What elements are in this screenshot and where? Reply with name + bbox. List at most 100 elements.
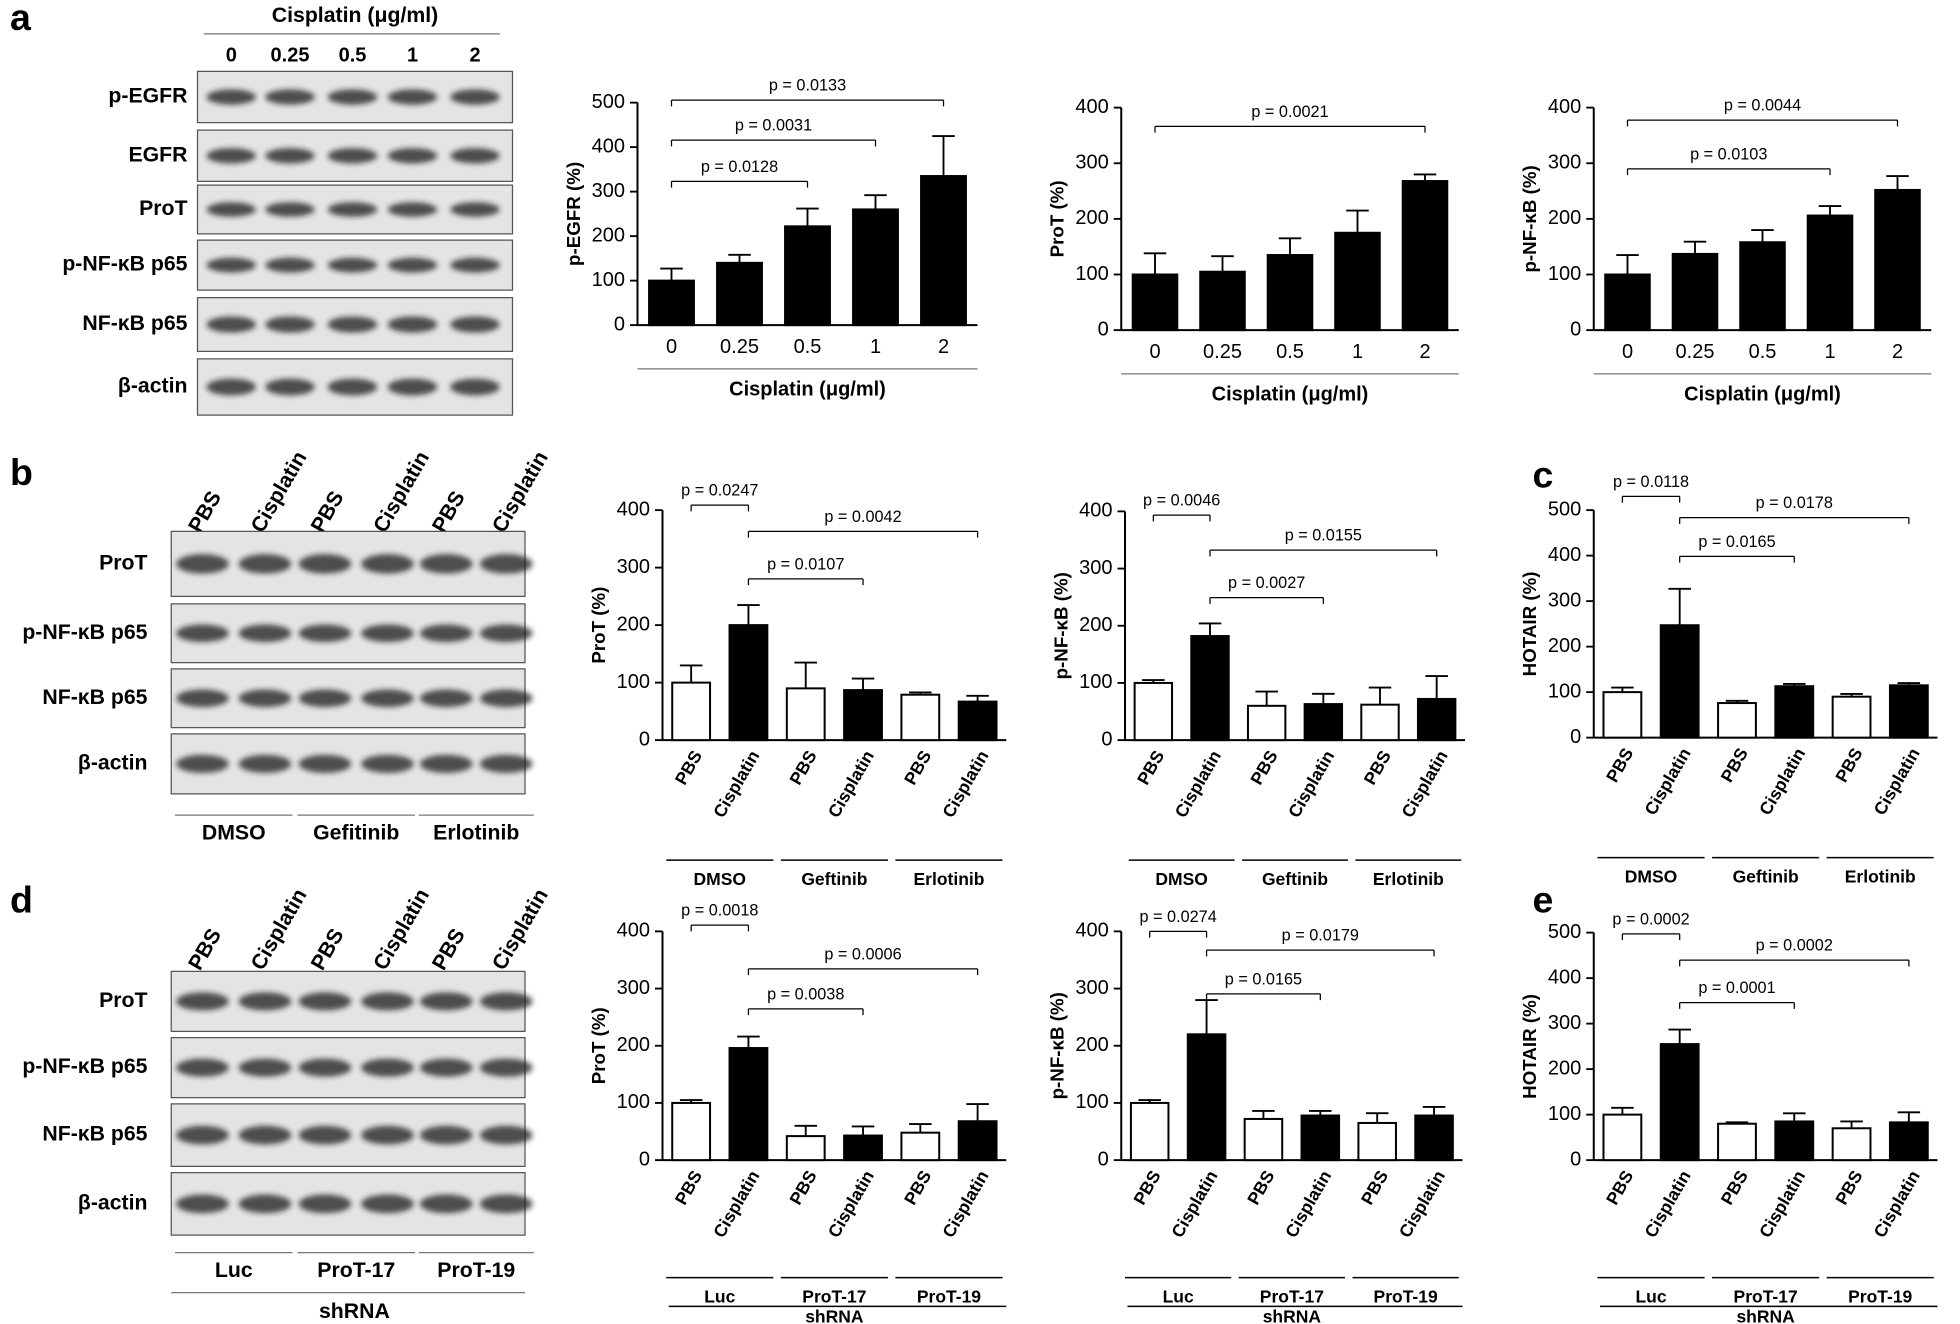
blot-band (298, 554, 352, 574)
blot-band (176, 1194, 229, 1214)
bar (1190, 635, 1230, 742)
bar (1774, 685, 1815, 739)
blot-band (206, 89, 256, 105)
group-label: Geftinib (1733, 866, 1799, 886)
y-tick-label: 0 (639, 1148, 650, 1170)
p-value: p = 0.0018 (681, 902, 758, 920)
x-tick-label: Cisplatin (1397, 747, 1451, 821)
x-tick-label: PBS (671, 747, 706, 788)
bar (1604, 273, 1651, 332)
blot-band (176, 554, 229, 574)
bar (1186, 1033, 1227, 1162)
x-tick-label: Cisplatin (1755, 1167, 1809, 1241)
x-tick-label: PBS (1133, 747, 1168, 788)
x-tick-label: PBS (1243, 1167, 1278, 1208)
x-tick-label: PBS (785, 747, 820, 788)
panel-letter: d (10, 879, 33, 921)
x-tick-label: Cisplatin (1755, 744, 1809, 818)
p-value: p = 0.0038 (767, 985, 844, 1003)
x-tick-label: Cisplatin (1640, 744, 1694, 818)
y-tick-label: 200 (1075, 207, 1108, 229)
p-value: p = 0.0103 (1690, 145, 1767, 163)
y-tick-label: 0 (1570, 726, 1581, 748)
lane-label: 0 (226, 45, 237, 67)
blot-row-label: ProT (139, 196, 187, 220)
x-tick-label: Cisplatin (1395, 1167, 1449, 1241)
blot-band (420, 1125, 473, 1145)
blot-row-label: NF-κB p65 (42, 685, 147, 709)
y-tick-label: 500 (1548, 498, 1581, 520)
x-tick-label: Cisplatin (938, 747, 992, 821)
panel-letter: e (1533, 879, 1554, 921)
y-tick-label: 300 (1548, 152, 1581, 174)
bar (671, 681, 712, 742)
bar (1659, 624, 1700, 739)
blot-band (387, 202, 438, 217)
bar (1357, 1121, 1397, 1162)
x-tick-label: 0.5 (794, 336, 822, 358)
y-tick-label: 100 (1075, 263, 1108, 285)
bar (957, 700, 998, 742)
bar (784, 225, 831, 327)
p-value: p = 0.0247 (681, 482, 758, 500)
y-tick-label: 300 (592, 180, 625, 202)
y-tick-label: 100 (1548, 1103, 1581, 1125)
y-axis-label: p-EGFR (%) (563, 162, 584, 266)
x-tick-label: PBS (1831, 744, 1866, 785)
blot-row-label: NF-κB p65 (82, 311, 187, 335)
group-label: DMSO (1155, 869, 1208, 889)
blot-row-label: p-EGFR (108, 84, 187, 108)
blot-band (298, 1194, 352, 1214)
blot-band (480, 754, 533, 773)
p-value: p = 0.0044 (1724, 97, 1801, 115)
y-tick-label: 300 (1548, 1012, 1581, 1034)
p-value: p = 0.0274 (1139, 908, 1216, 926)
y-tick-label: 400 (1075, 920, 1108, 942)
blot-band (387, 378, 438, 396)
blot-band (238, 1125, 292, 1145)
group-label: Luc (215, 1258, 253, 1282)
blot-band (387, 257, 438, 273)
bar (1133, 681, 1174, 742)
x-tick-label: PBS (1602, 1167, 1637, 1208)
blot-band (265, 148, 315, 164)
y-tick-label: 400 (1079, 500, 1112, 522)
bar (1831, 1127, 1872, 1162)
p-value: p = 0.0002 (1756, 937, 1833, 955)
blot-band (361, 1058, 414, 1077)
group-label: Luc (704, 1286, 735, 1306)
y-tick-label: 400 (1548, 96, 1581, 118)
blot-band (480, 992, 533, 1011)
blot-band (327, 257, 378, 273)
y-tick-label: 400 (1548, 966, 1581, 988)
x-axis-label: Cisplatin (μg/ml) (1212, 383, 1369, 405)
y-tick-label: 400 (1075, 96, 1108, 118)
blot-band (450, 316, 500, 333)
p-value: p = 0.0042 (824, 508, 901, 526)
blot-band (361, 689, 414, 708)
bar (785, 1135, 826, 1162)
x-tick-label: 2 (1419, 341, 1430, 363)
blot-band (206, 378, 256, 396)
bar (1401, 180, 1449, 332)
x-tick-label: Cisplatin (1167, 1167, 1221, 1241)
blot-row-label: EGFR (128, 142, 187, 166)
blot-band (206, 316, 256, 333)
lane-label: Cisplatin (368, 884, 434, 974)
blot-band (327, 89, 378, 105)
x-tick-label: 2 (1892, 341, 1903, 363)
y-tick-label: 200 (1548, 635, 1581, 657)
blot-band (206, 148, 256, 164)
lane-label: 0.25 (271, 45, 310, 67)
y-axis-label: p-NF-κB (%) (1047, 992, 1068, 1099)
y-tick-label: 0 (639, 728, 650, 750)
blot-band (176, 624, 229, 643)
group-label: Gefitinib (313, 820, 399, 844)
bar (1602, 691, 1643, 739)
blot-row-label: β-actin (78, 750, 148, 774)
y-axis-label: p-NF-κB (%) (1519, 165, 1540, 272)
bar (1129, 1101, 1170, 1162)
y-tick-label: 300 (1075, 977, 1108, 999)
x-tick-label: Cisplatin (938, 1167, 992, 1241)
group-label: Geftinib (1262, 869, 1328, 889)
